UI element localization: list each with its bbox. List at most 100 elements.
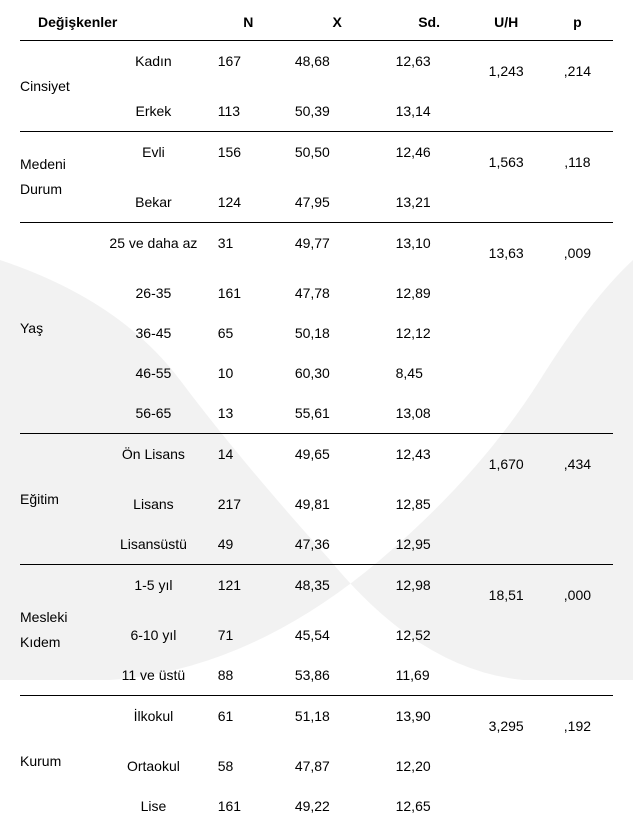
- header-x: X: [287, 8, 388, 41]
- cell-x: 49,22: [287, 786, 388, 826]
- cell-n: 31: [210, 223, 287, 273]
- cell-sd: 12,43: [388, 434, 471, 484]
- stats-table-container: Değişkenler N X Sd. U/H p CinsiyetKadın1…: [0, 0, 633, 826]
- cell-n: 71: [210, 615, 287, 655]
- cell-uh: 1,243: [471, 41, 542, 92]
- sub-label: Erkek: [97, 91, 210, 132]
- cell-empty: [542, 353, 613, 393]
- cell-n: 13: [210, 393, 287, 434]
- cell-n: 217: [210, 484, 287, 524]
- table-row: Erkek11350,3913,14: [20, 91, 613, 132]
- cell-p: ,192: [542, 696, 613, 746]
- cell-empty: [542, 313, 613, 353]
- cell-empty: [471, 273, 542, 313]
- cell-empty: [542, 786, 613, 826]
- cell-p: ,434: [542, 434, 613, 484]
- cell-p: ,000: [542, 565, 613, 615]
- cell-empty: [471, 393, 542, 434]
- cell-n: 167: [210, 41, 287, 92]
- header-variables: Değişkenler: [20, 8, 210, 41]
- cell-p: ,214: [542, 41, 613, 92]
- cell-empty: [542, 524, 613, 565]
- table-row: 46-551060,308,45: [20, 353, 613, 393]
- sub-label: Ortaokul: [97, 746, 210, 786]
- cell-empty: [471, 786, 542, 826]
- cell-n: 65: [210, 313, 287, 353]
- table-body: CinsiyetKadın16748,6812,631,243,214Erkek…: [20, 41, 613, 826]
- cell-uh: 1,563: [471, 132, 542, 182]
- sub-label: Lise: [97, 786, 210, 826]
- group-label: Cinsiyet: [20, 41, 97, 132]
- group-label: Yaş: [20, 223, 97, 434]
- group-label: Kurum: [20, 696, 97, 826]
- cell-empty: [542, 615, 613, 655]
- sub-label: 11 ve üstü: [97, 655, 210, 696]
- cell-sd: 12,85: [388, 484, 471, 524]
- cell-empty: [542, 182, 613, 223]
- cell-p: ,009: [542, 223, 613, 273]
- sub-label: 36-45: [97, 313, 210, 353]
- cell-n: 121: [210, 565, 287, 615]
- cell-sd: 13,90: [388, 696, 471, 746]
- cell-sd: 13,10: [388, 223, 471, 273]
- table-row: 11 ve üstü8853,8611,69: [20, 655, 613, 696]
- cell-n: 61: [210, 696, 287, 746]
- cell-sd: 11,69: [388, 655, 471, 696]
- cell-x: 51,18: [287, 696, 388, 746]
- sub-label: 26-35: [97, 273, 210, 313]
- cell-x: 53,86: [287, 655, 388, 696]
- table-row: 6-10 yıl7145,5412,52: [20, 615, 613, 655]
- cell-n: 10: [210, 353, 287, 393]
- cell-empty: [542, 91, 613, 132]
- table-row: Yaş25 ve daha az3149,7713,1013,63,009: [20, 223, 613, 273]
- cell-empty: [471, 746, 542, 786]
- cell-uh: 3,295: [471, 696, 542, 746]
- cell-x: 49,65: [287, 434, 388, 484]
- group-label: Eğitim: [20, 434, 97, 565]
- table-row: Kurumİlkokul6151,1813,903,295,192: [20, 696, 613, 746]
- sub-label: Lisansüstü: [97, 524, 210, 565]
- cell-x: 47,87: [287, 746, 388, 786]
- cell-uh: 18,51: [471, 565, 542, 615]
- cell-sd: 12,52: [388, 615, 471, 655]
- cell-n: 156: [210, 132, 287, 182]
- cell-empty: [542, 393, 613, 434]
- cell-n: 161: [210, 273, 287, 313]
- table-row: CinsiyetKadın16748,6812,631,243,214: [20, 41, 613, 92]
- sub-label: Evli: [97, 132, 210, 182]
- cell-n: 49: [210, 524, 287, 565]
- sub-label: 1-5 yıl: [97, 565, 210, 615]
- header-n: N: [210, 8, 287, 41]
- sub-label: Kadın: [97, 41, 210, 92]
- table-row: Lisans21749,8112,85: [20, 484, 613, 524]
- cell-empty: [542, 746, 613, 786]
- table-row: MedeniDurumEvli15650,5012,461,563,118: [20, 132, 613, 182]
- cell-x: 50,18: [287, 313, 388, 353]
- cell-sd: 12,89: [388, 273, 471, 313]
- sub-label: 6-10 yıl: [97, 615, 210, 655]
- cell-empty: [471, 91, 542, 132]
- cell-sd: 12,98: [388, 565, 471, 615]
- table-row: Lise16149,2212,65: [20, 786, 613, 826]
- cell-empty: [471, 524, 542, 565]
- sub-label: 46-55: [97, 353, 210, 393]
- cell-empty: [542, 273, 613, 313]
- table-row: Bekar12447,9513,21: [20, 182, 613, 223]
- cell-n: 124: [210, 182, 287, 223]
- header-uh: U/H: [471, 8, 542, 41]
- group-label: MeslekiKıdem: [20, 565, 97, 696]
- cell-sd: 12,63: [388, 41, 471, 92]
- sub-label: 56-65: [97, 393, 210, 434]
- cell-empty: [542, 655, 613, 696]
- cell-sd: 12,46: [388, 132, 471, 182]
- cell-sd: 12,12: [388, 313, 471, 353]
- cell-x: 47,95: [287, 182, 388, 223]
- table-row: 26-3516147,7812,89: [20, 273, 613, 313]
- header-sd: Sd.: [388, 8, 471, 41]
- group-label: MedeniDurum: [20, 132, 97, 223]
- cell-empty: [471, 484, 542, 524]
- cell-n: 161: [210, 786, 287, 826]
- stats-table: Değişkenler N X Sd. U/H p CinsiyetKadın1…: [20, 8, 613, 826]
- table-row: Ortaokul5847,8712,20: [20, 746, 613, 786]
- table-row: MeslekiKıdem1-5 yıl12148,3512,9818,51,00…: [20, 565, 613, 615]
